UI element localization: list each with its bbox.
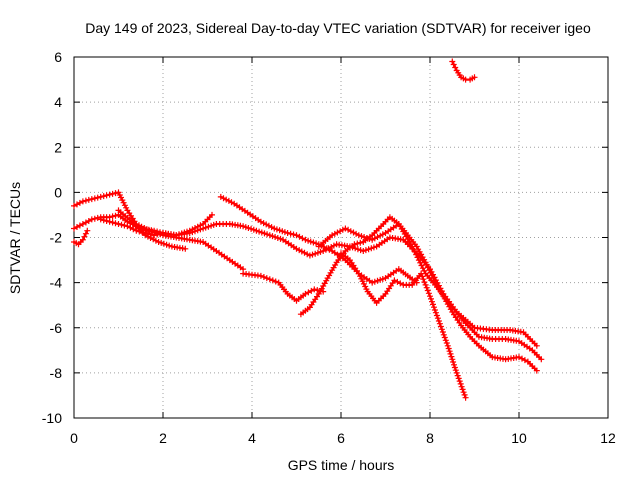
y-tick-label: 2 bbox=[54, 139, 62, 155]
x-tick-label: 10 bbox=[511, 430, 527, 446]
x-tick-labels: 0 2 4 6 8 10 12 bbox=[70, 430, 616, 446]
series-markers bbox=[297, 214, 540, 374]
y-tick-label: -6 bbox=[50, 320, 63, 336]
series-line bbox=[299, 216, 538, 372]
x-tick-label: 4 bbox=[248, 430, 256, 446]
y-tick-label: -2 bbox=[50, 230, 63, 246]
x-tick-label: 2 bbox=[159, 430, 167, 446]
series-markers bbox=[217, 193, 420, 286]
series-trace-7 bbox=[240, 270, 327, 304]
y-tick-label: -10 bbox=[42, 410, 62, 426]
tick-layer bbox=[73, 56, 609, 419]
y-tick-label: 0 bbox=[54, 184, 62, 200]
x-axis-label: GPS time / hours bbox=[288, 457, 395, 473]
series-trace-5 bbox=[115, 207, 189, 252]
series-markers bbox=[338, 250, 469, 401]
series-trace-8 bbox=[297, 214, 540, 374]
x-tick-label: 12 bbox=[600, 430, 616, 446]
series-markers bbox=[71, 227, 91, 248]
series-trace-9 bbox=[338, 250, 469, 401]
series-markers bbox=[240, 270, 327, 304]
chart-title: Day 149 of 2023, Sidereal Day-to-day VTE… bbox=[85, 20, 591, 36]
x-tick-label: 6 bbox=[337, 430, 345, 446]
series-trace-11 bbox=[449, 58, 478, 83]
y-tick-labels: -10 -8 -6 -4 -2 0 2 4 6 bbox=[42, 49, 62, 426]
series-trace-10 bbox=[315, 221, 545, 363]
grid-layer bbox=[74, 57, 608, 418]
y-tick-label: 4 bbox=[54, 94, 62, 110]
series-layer bbox=[71, 58, 545, 401]
series-trace-3 bbox=[71, 227, 91, 248]
y-tick-label: 6 bbox=[54, 49, 62, 65]
x-tick-label: 8 bbox=[426, 430, 434, 446]
series-markers bbox=[449, 58, 478, 83]
series-markers bbox=[115, 207, 189, 252]
x-tick-label: 0 bbox=[70, 430, 78, 446]
y-tick-label: -4 bbox=[50, 275, 63, 291]
y-axis-label: SDTVAR / TECUs bbox=[7, 182, 23, 294]
y-tick-label: -8 bbox=[50, 365, 63, 381]
series-markers bbox=[315, 221, 545, 363]
